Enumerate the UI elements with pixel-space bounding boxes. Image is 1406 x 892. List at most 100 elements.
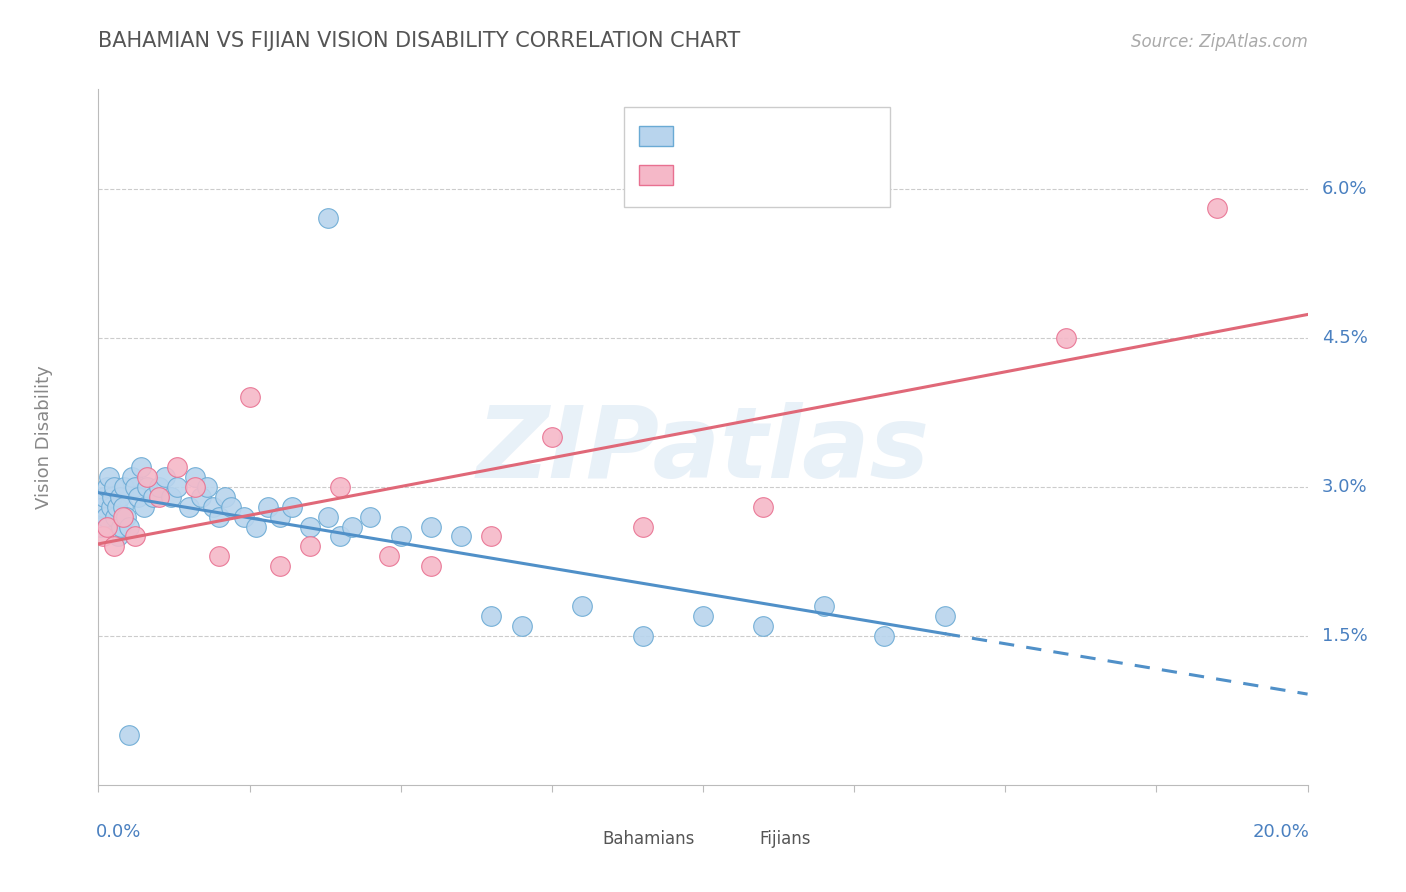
Point: [481, 529, 503, 543]
Point: [111, 509, 134, 524]
Point: [91, 529, 114, 543]
Point: [316, 211, 339, 226]
Point: [112, 480, 135, 494]
Point: [281, 500, 304, 514]
FancyBboxPatch shape: [564, 829, 595, 850]
Point: [179, 500, 201, 514]
Point: [96, 519, 118, 533]
Point: [91, 500, 114, 514]
FancyBboxPatch shape: [638, 126, 673, 145]
Point: [299, 540, 322, 554]
Text: N = 61: N = 61: [800, 127, 862, 145]
FancyBboxPatch shape: [624, 106, 890, 208]
Point: [450, 529, 472, 543]
Point: [245, 519, 267, 533]
Point: [107, 529, 129, 543]
Point: [752, 619, 775, 633]
Point: [934, 609, 956, 624]
Point: [90, 519, 112, 533]
Point: [214, 490, 236, 504]
Point: [100, 490, 122, 504]
Point: [389, 529, 412, 543]
Text: 4.5%: 4.5%: [1322, 328, 1368, 347]
Point: [184, 470, 207, 484]
Point: [190, 490, 212, 504]
Point: [124, 480, 146, 494]
Point: [360, 509, 382, 524]
Point: [208, 509, 231, 524]
Point: [166, 480, 188, 494]
Text: Vision Disability: Vision Disability: [35, 365, 53, 509]
Point: [135, 480, 157, 494]
Point: [118, 728, 141, 742]
Point: [184, 480, 207, 494]
Point: [153, 470, 176, 484]
Text: 20.0%: 20.0%: [1253, 823, 1310, 841]
Point: [98, 470, 121, 484]
Point: [208, 549, 231, 564]
Point: [124, 529, 146, 543]
Point: [232, 509, 254, 524]
Point: [129, 459, 152, 474]
Point: [110, 519, 132, 533]
Point: [127, 490, 149, 504]
Text: N = 22: N = 22: [800, 166, 863, 184]
Point: [571, 599, 593, 613]
Point: [221, 500, 243, 514]
Point: [94, 509, 117, 524]
Text: BAHAMIAN VS FIJIAN VISION DISABILITY CORRELATION CHART: BAHAMIAN VS FIJIAN VISION DISABILITY COR…: [98, 31, 741, 51]
Text: R = 0.424: R = 0.424: [688, 166, 778, 184]
Point: [93, 490, 115, 504]
Point: [111, 500, 134, 514]
FancyBboxPatch shape: [638, 165, 673, 185]
Point: [103, 480, 125, 494]
Point: [329, 529, 352, 543]
Text: 6.0%: 6.0%: [1322, 179, 1368, 198]
Point: [269, 509, 291, 524]
Point: [202, 500, 225, 514]
Point: [104, 509, 127, 524]
Text: 1.5%: 1.5%: [1322, 627, 1368, 645]
Point: [269, 559, 291, 574]
Point: [256, 500, 278, 514]
Point: [142, 490, 165, 504]
Point: [118, 519, 141, 533]
Point: [299, 519, 322, 533]
Point: [148, 480, 170, 494]
Point: [1054, 331, 1077, 345]
Text: R = 0.048: R = 0.048: [688, 127, 778, 145]
Point: [135, 470, 157, 484]
Text: ZIPatlas: ZIPatlas: [477, 402, 929, 500]
Point: [96, 480, 118, 494]
Point: [121, 470, 143, 484]
FancyBboxPatch shape: [721, 829, 752, 850]
Point: [166, 459, 188, 474]
Point: [108, 490, 131, 504]
Point: [631, 629, 654, 643]
Point: [329, 480, 352, 494]
Point: [100, 500, 122, 514]
Point: [752, 500, 775, 514]
Point: [160, 490, 183, 504]
Text: Bahamians: Bahamians: [603, 830, 695, 848]
Point: [377, 549, 399, 564]
Point: [481, 609, 503, 624]
Point: [1206, 202, 1229, 216]
Point: [132, 500, 155, 514]
Text: 3.0%: 3.0%: [1322, 478, 1368, 496]
Point: [103, 540, 125, 554]
Point: [631, 519, 654, 533]
Point: [510, 619, 533, 633]
Text: 0.0%: 0.0%: [96, 823, 142, 841]
Point: [105, 500, 128, 514]
Point: [239, 390, 262, 404]
Point: [540, 430, 562, 444]
Text: Fijians: Fijians: [759, 830, 811, 848]
Point: [420, 519, 443, 533]
Point: [813, 599, 835, 613]
Text: Source: ZipAtlas.com: Source: ZipAtlas.com: [1130, 33, 1308, 51]
Point: [114, 509, 136, 524]
Point: [420, 559, 443, 574]
Point: [692, 609, 714, 624]
Point: [873, 629, 896, 643]
